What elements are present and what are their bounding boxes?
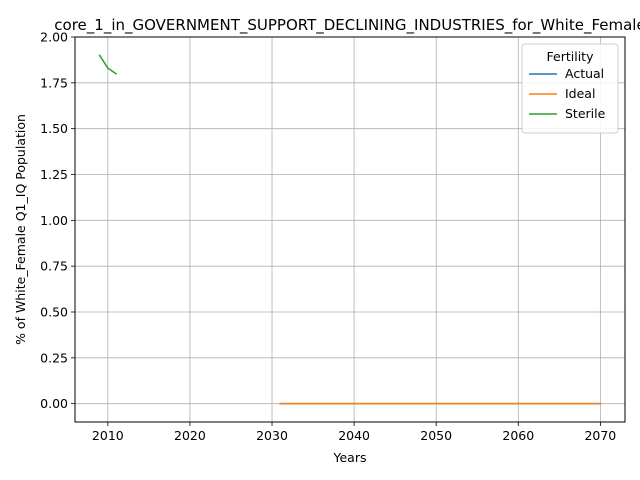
chart-title: core_1_in_GOVERNMENT_SUPPORT_DECLINING_I…: [54, 16, 640, 35]
x-axis-title: Years: [333, 450, 367, 465]
legend-title: Fertility: [547, 49, 595, 64]
legend-label-ideal: Ideal: [565, 86, 595, 101]
y-tick-label: 2.00: [40, 30, 68, 45]
x-tick-label: 2030: [256, 428, 288, 443]
y-tick-label: 1.25: [40, 167, 68, 182]
series-lines: [98, 54, 602, 405]
y-tick-label: 0.50: [40, 305, 68, 320]
x-tick-label: 2040: [338, 428, 370, 443]
y-tick-label: 0.00: [40, 396, 68, 411]
series-line-sterile: [98, 54, 118, 75]
legend: Fertility Actual Ideal Sterile: [521, 43, 619, 134]
axis-ticks: 2010 2020 2030 2040 2050 2060 2070 0.00 0.25 0.50…: [40, 30, 616, 444]
y-tick-label: 1.50: [40, 121, 68, 136]
y-tick-label: 1.00: [40, 213, 68, 228]
x-tick-label: 2060: [502, 428, 534, 443]
y-tick-label: 0.75: [40, 259, 68, 274]
x-tick-label: 2070: [584, 428, 616, 443]
x-tick-label: 2050: [420, 428, 452, 443]
legend-label-sterile: Sterile: [565, 106, 606, 121]
legend-label-actual: Actual: [565, 66, 604, 81]
y-axis-title: % of White_Female Q1_IQ Population: [13, 114, 28, 345]
x-tick-label: 2010: [92, 428, 124, 443]
plot-area-frame: [74, 36, 626, 423]
y-tick-label: 1.75: [40, 75, 68, 90]
y-tick-label: 0.25: [40, 350, 68, 365]
x-tick-label: 2020: [174, 428, 206, 443]
legend-box: [521, 43, 619, 134]
